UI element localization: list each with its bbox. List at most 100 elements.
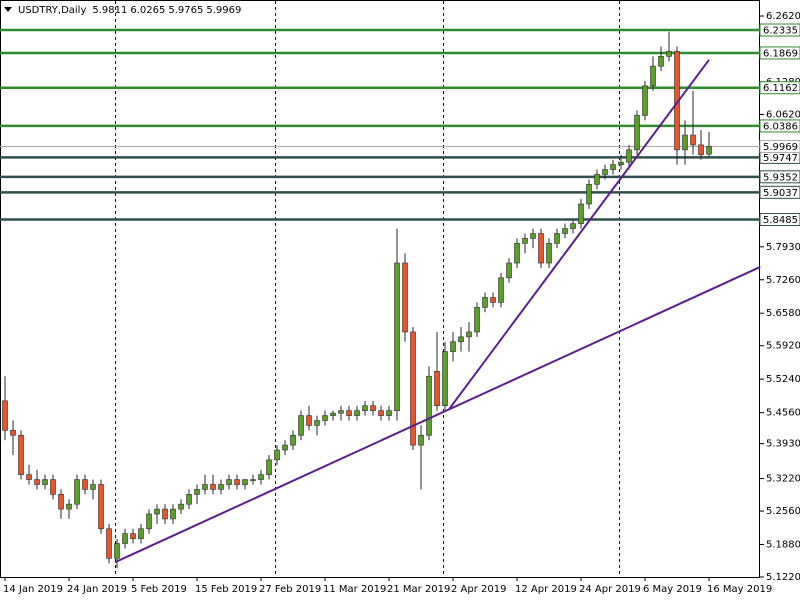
level-label: 5.9747 [763, 153, 798, 164]
x-tick-label: 12 Apr 2019 [515, 584, 577, 595]
x-tick-label: 2 Apr 2019 [451, 584, 506, 595]
candle-body [2, 400, 8, 431]
y-tick-label: 5.1220 [766, 572, 800, 583]
level-label-box [759, 170, 800, 184]
candle-body [506, 262, 512, 279]
candle-body [354, 410, 360, 416]
chart-title: USDTRY,Daily 5.9811 6.0265 5.9765 5.9969 [18, 5, 241, 16]
x-tick-label: 5 Feb 2019 [131, 584, 187, 595]
candle-body [298, 415, 304, 436]
level-label-box [759, 46, 800, 60]
candle-body [634, 115, 640, 151]
symbol: USDTRY,Daily [18, 5, 86, 16]
candle-body [234, 479, 240, 485]
trend-line [114, 266, 761, 564]
x-tick-label: 21 Mar 2019 [387, 584, 450, 595]
current-price-label: 5.9969 [763, 142, 798, 153]
candle-body [146, 513, 152, 530]
menu-arrow[interactable] [4, 7, 12, 12]
current-price-box [759, 139, 800, 153]
x-tick-label: 24 Apr 2019 [579, 584, 641, 595]
candle-body [370, 405, 376, 411]
high-value: 6.0265 [130, 5, 165, 16]
candle-body [306, 415, 312, 426]
y-tick-label: 5.2560 [766, 506, 800, 517]
candle-body [202, 484, 208, 490]
candle-body [610, 164, 616, 170]
candle-body [10, 430, 16, 436]
level-label: 6.1869 [763, 48, 798, 59]
x-tick-label: 24 Jan 2019 [67, 584, 127, 595]
candle-body [682, 134, 688, 151]
candle-body [26, 474, 32, 480]
candle-body [514, 243, 520, 264]
candle-body [442, 351, 448, 407]
candle-body [594, 174, 600, 185]
candle-body [178, 503, 184, 510]
level-label-box [759, 81, 800, 95]
close-value: 5.9969 [206, 5, 241, 16]
candle-body [346, 410, 352, 416]
level-label: 6.2335 [763, 26, 798, 37]
candle-body [602, 169, 608, 175]
candle-body [242, 479, 248, 485]
candle-body [642, 85, 648, 116]
candle-body [706, 146, 712, 155]
candle-body [482, 297, 488, 308]
candle-body [74, 479, 80, 505]
x-tick-label: 11 Mar 2019 [323, 584, 386, 595]
candle-body [434, 370, 440, 407]
y-tick-label: 5.3930 [766, 439, 800, 450]
candle-body [226, 479, 232, 485]
level-label-box [759, 185, 800, 199]
candle-body [450, 341, 456, 352]
candle-body [82, 479, 88, 490]
candle-body [250, 479, 256, 481]
level-label: 6.1162 [763, 83, 798, 94]
level-label-box [759, 23, 800, 37]
candle-body [218, 484, 224, 490]
candle-body [538, 233, 544, 264]
candle-body [554, 233, 560, 244]
y-tick-label: 5.4560 [766, 408, 800, 419]
candle-body [386, 410, 392, 416]
candle-body [522, 238, 528, 244]
candle-body [34, 479, 40, 485]
candle-body [698, 144, 704, 156]
y-tick-label: 6.2620 [766, 11, 800, 22]
candle-body [410, 331, 416, 446]
y-tick-label: 5.3220 [766, 474, 800, 485]
y-tick-label: 5.7260 [766, 275, 800, 286]
candle-body [562, 228, 568, 234]
candle-body [546, 243, 552, 264]
candle-body [274, 449, 280, 461]
candle-body [266, 459, 272, 475]
candle-body [490, 297, 496, 303]
open-value: 5.9811 [92, 5, 127, 16]
candle-body [690, 134, 696, 146]
candle-body [258, 474, 264, 480]
candle-body [578, 203, 584, 224]
candle-body [18, 434, 24, 475]
candle-body [162, 508, 168, 520]
x-tick-label: 15 Feb 2019 [195, 584, 257, 595]
candle-body [474, 307, 480, 333]
candle-body [586, 183, 592, 205]
candle-body [330, 412, 336, 416]
candle-body [530, 233, 536, 239]
candle-body [394, 262, 400, 411]
candle-body [658, 56, 664, 67]
x-tick-label: 6 May 2019 [643, 584, 702, 595]
level-label-box [759, 212, 800, 226]
candle-body [314, 420, 320, 426]
candle-body [106, 528, 112, 559]
trend-line [448, 59, 710, 409]
candle-body [466, 331, 472, 338]
candle-body [322, 415, 328, 421]
level-label: 5.9352 [763, 172, 798, 183]
candle-body [282, 444, 288, 451]
candle-body [666, 51, 672, 57]
candle-body [50, 479, 56, 495]
candle-body [114, 543, 120, 559]
candle-body [210, 484, 216, 490]
